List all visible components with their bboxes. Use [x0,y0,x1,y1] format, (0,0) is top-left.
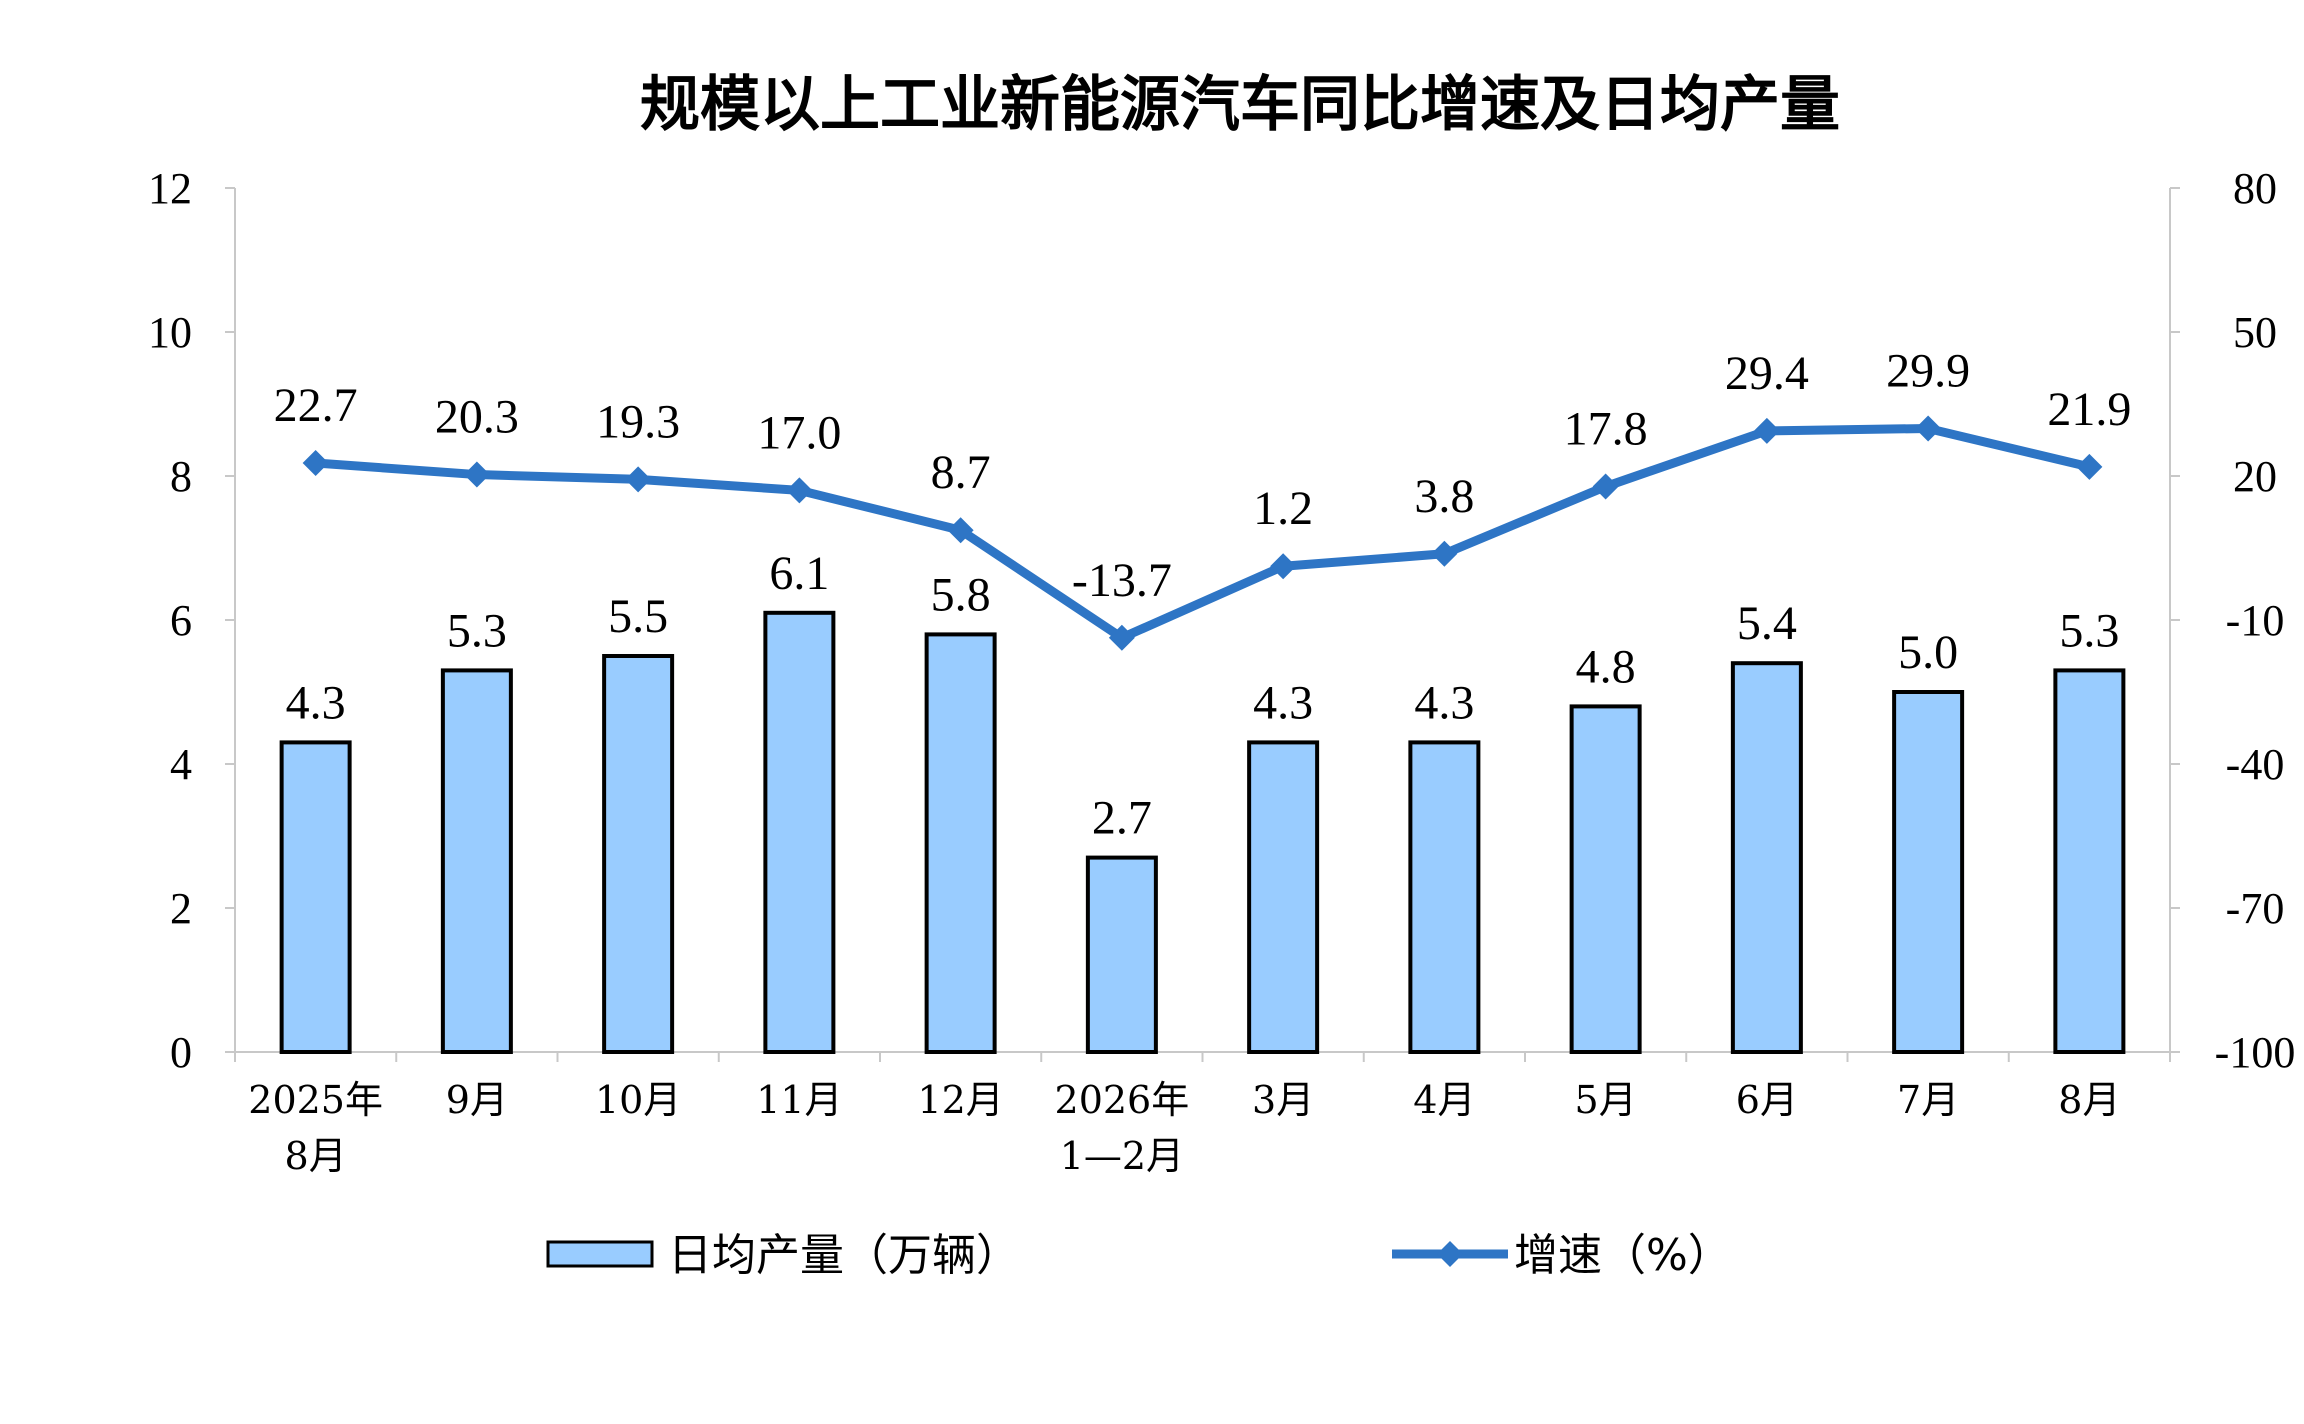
legend-bar-swatch [546,1240,654,1268]
data-labels: 4.3 5.3 5.5 6.1 5.8 2.7 4.3 4.3 4.8 5.4 5.0 5.3 22.7… [274,344,2132,844]
line-point-marker [1431,540,1458,567]
category-labels: 2025年 8月 9月 10月 11月 12月 2026年 1—2月 3月 4月 5月 6月 7月 8月 [248,1078,2120,1178]
line-series [302,415,2103,651]
bar-data-label: 5.5 [608,590,668,643]
line-point-marker [2076,453,2103,480]
legend: 日均产量（万辆） 增速（%） [546,1230,1732,1281]
bar-data-label: 5.3 [447,604,507,657]
line-point-marker [1915,415,1942,442]
category-label: 2026年 [1055,1078,1190,1122]
left-tick-label: 4 [170,740,192,789]
bar-data-label: 4.3 [1414,676,1474,729]
category-label: 5月 [1575,1078,1637,1122]
category-label: 7月 [1897,1078,1959,1122]
line-data-label: -13.7 [1072,554,1172,607]
bar [1085,855,1158,1054]
right-tick-label: 20 [2233,452,2277,501]
bar [1569,704,1642,1055]
bar-data-label: 2.7 [1092,792,1152,845]
line-data-label: 17.8 [1564,403,1648,456]
legend-bar-label: 日均产量（万辆） [668,1230,1020,1281]
right-tick-label: -70 [2226,884,2285,933]
left-tick-label: 6 [170,596,192,645]
right-tick-label: 50 [2233,308,2277,357]
bar-data-label: 4.8 [1576,640,1636,693]
line-data-label: 3.8 [1414,470,1474,523]
line-data-label: 8.7 [931,446,991,499]
bar-data-label: 4.3 [1253,676,1313,729]
category-label: 9月 [446,1078,508,1122]
line-point-marker [625,466,652,493]
right-tick-label: -40 [2226,740,2285,789]
bar-data-label: 5.4 [1737,597,1797,650]
line-data-label: 29.4 [1725,347,1809,400]
left-tick-label: 10 [148,308,192,357]
line-point-marker [302,450,329,477]
category-label: 6月 [1736,1078,1798,1122]
line-point-marker [1270,553,1297,580]
line-point-marker [1753,417,1780,444]
left-tick-label: 2 [170,884,192,933]
category-label: 3月 [1252,1078,1314,1122]
left-tick-label: 0 [170,1028,192,1077]
right-tick-label: -100 [2215,1028,2296,1077]
category-label: 1—2月 [1060,1134,1184,1178]
axes: 0 2 4 6 8 10 12 -100 -70 -40 -10 20 50 80 [148,164,2295,1077]
line-point-marker [786,477,813,504]
line-data-label: 29.9 [1886,344,1970,397]
category-label: 4月 [1413,1078,1475,1122]
line-point-marker [1108,624,1135,651]
category-label: 10月 [595,1078,681,1122]
right-tick-label: -10 [2226,596,2285,645]
bar-data-label: 5.8 [931,568,991,621]
line-point-marker [463,461,490,488]
category-label: 8月 [285,1134,347,1178]
line-data-label: 19.3 [596,395,680,448]
chart-title: 规模以上工业新能源汽车同比增速及日均产量 [640,70,1840,140]
line-data-label: 1.2 [1253,482,1313,535]
line-data-label: 20.3 [435,391,519,444]
line-point-marker [947,517,974,544]
legend-line-label: 增速（%） [1514,1230,1732,1281]
growth-line [315,423,2091,643]
bar [2053,668,2126,1055]
bar-data-label: 6.1 [769,547,829,600]
bar [279,740,352,1055]
legend-diamond-marker [1437,1241,1463,1267]
right-tick-label: 80 [2233,164,2277,213]
bar [1892,690,1965,1054]
line-point-marker [1592,473,1619,500]
category-label: 11月 [756,1078,842,1122]
bar-data-label: 5.3 [2059,604,2119,657]
left-tick-label: 8 [170,452,192,501]
bar-data-label: 5.0 [1898,626,1958,679]
line-data-label: 22.7 [274,379,358,432]
category-label: 8月 [2058,1078,2120,1122]
bar-series [279,610,2126,1055]
category-label: 12月 [917,1078,1003,1122]
left-tick-label: 12 [148,164,192,213]
bar [602,654,675,1054]
bar [440,668,513,1055]
bar [924,632,997,1055]
bar [763,610,836,1054]
category-label: 2025年 [248,1078,383,1122]
bar-data-label: 4.3 [286,676,346,729]
bar [1730,661,1803,1054]
line-data-label: 17.0 [757,406,841,459]
line-data-label: 21.9 [2047,383,2131,436]
bar [1247,740,1320,1055]
bar [1408,740,1481,1055]
